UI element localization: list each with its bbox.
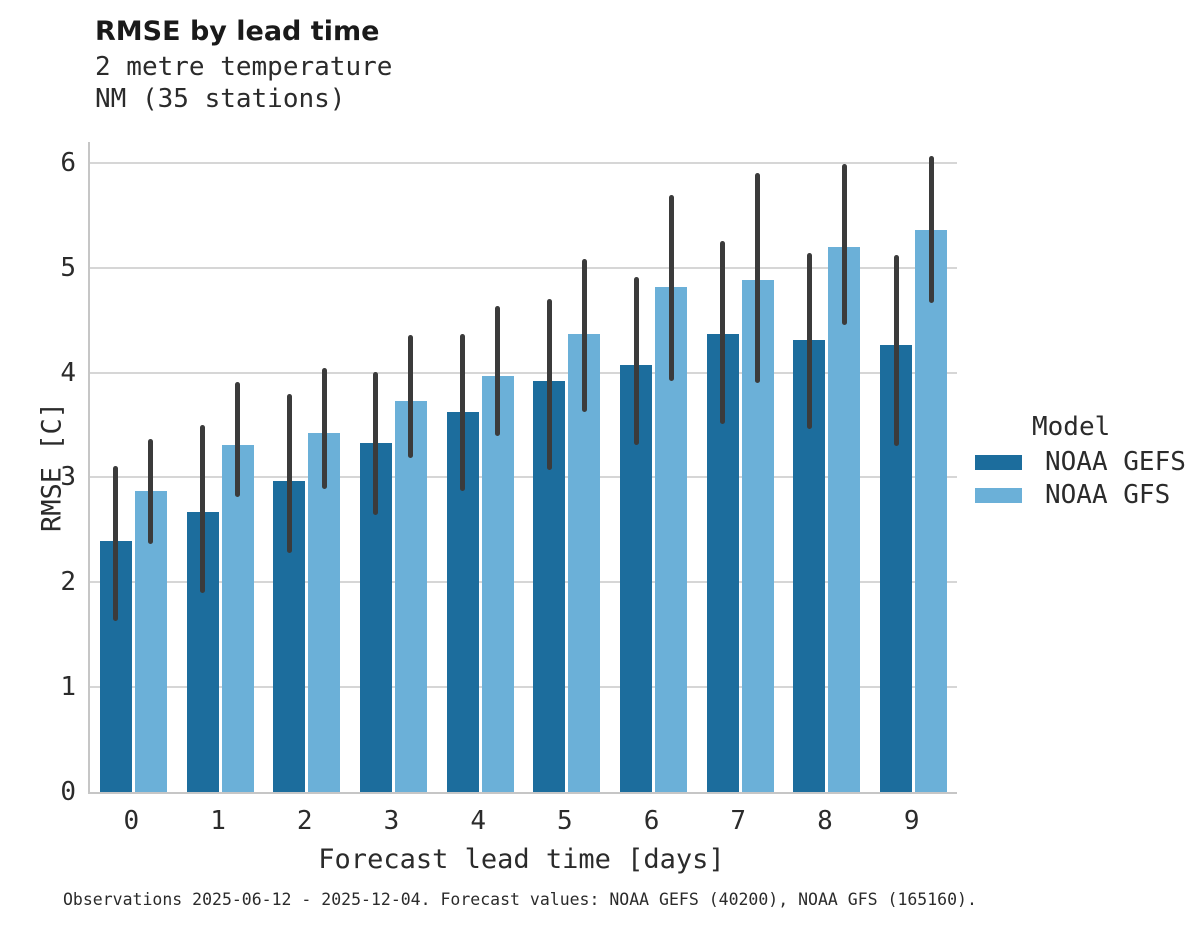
x-axis-label: Forecast lead time [days] (318, 844, 725, 875)
error-bar-noaa-gfs-day1 (235, 382, 241, 498)
bar-noaa-gfs-day8 (828, 246, 861, 792)
error-bar-noaa-gefs-day6 (633, 277, 639, 445)
xtick-label-2: 2 (296, 806, 313, 836)
xtick-label-6: 6 (643, 806, 660, 836)
ytick-label-1: 1 (60, 672, 76, 703)
error-bar-noaa-gfs-day8 (841, 164, 847, 326)
error-bar-noaa-gefs-day4 (460, 333, 466, 492)
ytick-label-6: 6 (60, 147, 76, 178)
ytick-label-0: 0 (60, 777, 76, 807)
bar-noaa-gfs-day2 (308, 433, 341, 792)
error-bar-noaa-gfs-day5 (581, 259, 587, 413)
error-bar-noaa-gfs-day3 (408, 334, 414, 458)
error-bar-noaa-gefs-day3 (373, 371, 379, 516)
ytick-label-3: 3 (60, 462, 76, 493)
error-bar-noaa-gfs-day9 (928, 155, 934, 304)
error-bar-noaa-gfs-day4 (495, 305, 501, 436)
bar-noaa-gfs-day4 (481, 375, 514, 792)
error-bar-noaa-gfs-day6 (668, 195, 674, 382)
error-bar-noaa-gefs-day1 (200, 425, 206, 593)
gridline-y4 (90, 371, 957, 374)
xtick-label-9: 9 (903, 806, 920, 836)
legend-item-noaa-gfs: NOAA GFS (975, 480, 1190, 510)
legend-label: NOAA GEFS (1045, 447, 1186, 477)
error-bar-noaa-gefs-day0 (113, 465, 119, 622)
bar-noaa-gfs-day1 (221, 444, 254, 792)
plot-area (88, 142, 957, 794)
error-bar-noaa-gfs-day0 (148, 438, 154, 544)
gridline-y1 (90, 686, 957, 689)
error-bar-noaa-gefs-day2 (286, 393, 292, 553)
chart-subtitle-line2: NM (35 stations) (95, 84, 346, 114)
error-bar-noaa-gefs-day9 (893, 255, 899, 447)
bar-noaa-gfs-day9 (915, 230, 948, 792)
error-bar-noaa-gefs-day8 (806, 253, 812, 430)
legend-swatch-noaa-gefs (975, 454, 1022, 470)
footer-caption: Observations 2025-06-12 - 2025-12-04. Fo… (63, 890, 977, 909)
error-bar-noaa-gfs-day7 (755, 173, 761, 384)
ytick-label-4: 4 (60, 357, 76, 388)
xtick-label-5: 5 (557, 806, 573, 836)
ytick-label-2: 2 (60, 567, 76, 598)
legend-item-noaa-gefs: NOAA GEFS (975, 447, 1190, 477)
error-bar-noaa-gefs-day5 (546, 299, 552, 471)
bar-noaa-gfs-day3 (394, 400, 427, 792)
xtick-label-7: 7 (730, 806, 747, 836)
legend-swatch-noaa-gfs (975, 487, 1022, 503)
xtick-label-3: 3 (383, 806, 400, 836)
gridline-y6 (90, 161, 957, 164)
ytick-label-5: 5 (60, 252, 76, 283)
chart-subtitle-line1: 2 metre temperature (95, 52, 393, 82)
error-bar-noaa-gefs-day7 (720, 240, 726, 424)
legend-label: NOAA GFS (1045, 480, 1171, 510)
legend-title: Model (1032, 412, 1111, 442)
xtick-label-0: 0 (123, 806, 140, 836)
gridline-y5 (90, 266, 957, 269)
error-bar-noaa-gfs-day2 (321, 368, 327, 489)
chart-title: RMSE by lead time (95, 16, 380, 47)
xtick-label-4: 4 (470, 806, 486, 836)
gridline-y2 (90, 581, 957, 584)
gridline-y3 (90, 476, 957, 479)
xtick-label-8: 8 (817, 806, 833, 836)
legend: Model NOAA GEFS NOAA GFS (975, 412, 1190, 520)
xtick-label-1: 1 (210, 806, 226, 836)
legend-items: NOAA GEFS NOAA GFS (975, 447, 1190, 510)
